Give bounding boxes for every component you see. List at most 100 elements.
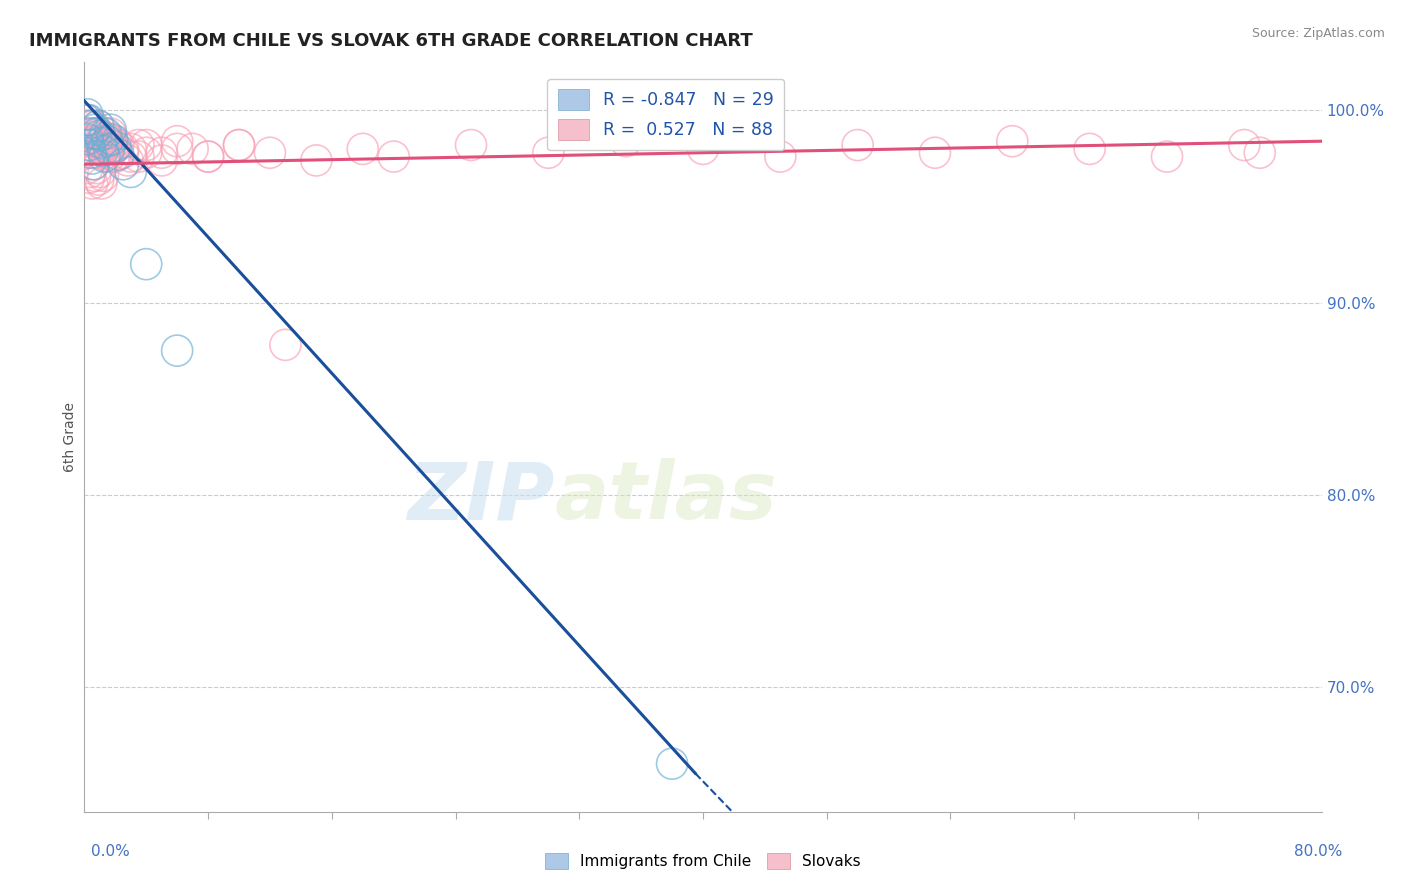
Legend: R = -0.847   N = 29, R =  0.527   N = 88: R = -0.847 N = 29, R = 0.527 N = 88	[547, 78, 785, 151]
Point	[96, 142, 118, 156]
Point	[120, 142, 142, 156]
Point	[91, 142, 114, 156]
Point	[228, 138, 250, 153]
Point	[82, 138, 104, 153]
Text: atlas: atlas	[554, 458, 778, 536]
Point	[89, 134, 111, 148]
Point	[166, 142, 188, 156]
Point	[86, 127, 108, 141]
Point	[98, 142, 121, 156]
Point	[91, 130, 114, 145]
Text: IMMIGRANTS FROM CHILE VS SLOVAK 6TH GRADE CORRELATION CHART: IMMIGRANTS FROM CHILE VS SLOVAK 6TH GRAD…	[28, 32, 752, 50]
Point	[150, 145, 173, 160]
Point	[120, 150, 142, 164]
Point	[1233, 138, 1256, 153]
Point	[93, 138, 115, 153]
Point	[90, 142, 112, 156]
Point	[76, 113, 98, 128]
Point	[135, 138, 157, 153]
Point	[79, 119, 101, 133]
Point	[89, 127, 111, 141]
Point	[87, 119, 110, 133]
Point	[77, 119, 100, 133]
Point	[846, 138, 869, 153]
Point	[107, 138, 129, 153]
Point	[87, 119, 110, 133]
Point	[101, 132, 124, 146]
Text: ZIP: ZIP	[408, 458, 554, 536]
Point	[127, 138, 149, 153]
Point	[661, 756, 683, 771]
Point	[79, 130, 101, 145]
Point	[84, 127, 107, 141]
Text: Source: ZipAtlas.com: Source: ZipAtlas.com	[1251, 27, 1385, 40]
Point	[181, 142, 204, 156]
Point	[90, 134, 112, 148]
Point	[76, 161, 98, 175]
Point	[90, 136, 112, 150]
Point	[112, 157, 135, 171]
Point	[89, 128, 111, 143]
Point	[83, 157, 105, 171]
Point	[83, 119, 105, 133]
Point	[197, 150, 219, 164]
Point	[103, 142, 125, 156]
Point	[76, 127, 98, 141]
Point	[112, 142, 135, 156]
Point	[93, 127, 115, 141]
Point	[150, 153, 173, 168]
Point	[100, 122, 122, 136]
Point	[924, 145, 946, 160]
Point	[77, 113, 100, 128]
Point	[101, 134, 124, 148]
Point	[75, 119, 97, 133]
Point	[120, 165, 142, 179]
Point	[82, 127, 104, 141]
Point	[98, 142, 121, 156]
Point	[166, 343, 188, 358]
Point	[100, 134, 122, 148]
Point	[77, 134, 100, 148]
Point	[197, 150, 219, 164]
Point	[228, 138, 250, 153]
Point	[76, 107, 98, 121]
Point	[93, 150, 115, 164]
Point	[76, 132, 98, 146]
Point	[86, 142, 108, 156]
Point	[96, 134, 118, 148]
Text: 80.0%: 80.0%	[1295, 845, 1343, 859]
Point	[460, 138, 482, 153]
Point	[82, 134, 104, 148]
Point	[87, 172, 110, 186]
Point	[305, 153, 328, 168]
Point	[98, 150, 121, 164]
Point	[1001, 134, 1024, 148]
Point	[769, 150, 792, 164]
Point	[84, 122, 107, 136]
Point	[87, 127, 110, 141]
Point	[614, 134, 637, 148]
Point	[91, 169, 114, 183]
Point	[382, 150, 405, 164]
Point	[127, 150, 149, 164]
Point	[104, 150, 127, 164]
Point	[1249, 145, 1271, 160]
Point	[692, 142, 714, 156]
Point	[82, 177, 104, 191]
Point	[117, 153, 139, 168]
Point	[77, 138, 100, 153]
Legend: Immigrants from Chile, Slovaks: Immigrants from Chile, Slovaks	[538, 847, 868, 875]
Point	[83, 145, 105, 160]
Point	[89, 165, 111, 179]
Point	[104, 140, 127, 154]
Point	[77, 170, 100, 185]
Point	[75, 113, 97, 128]
Point	[94, 145, 117, 160]
Point	[83, 157, 105, 171]
Point	[352, 142, 374, 156]
Point	[104, 134, 127, 148]
Point	[90, 177, 112, 191]
Point	[274, 338, 297, 352]
Text: 0.0%: 0.0%	[91, 845, 131, 859]
Point	[112, 145, 135, 160]
